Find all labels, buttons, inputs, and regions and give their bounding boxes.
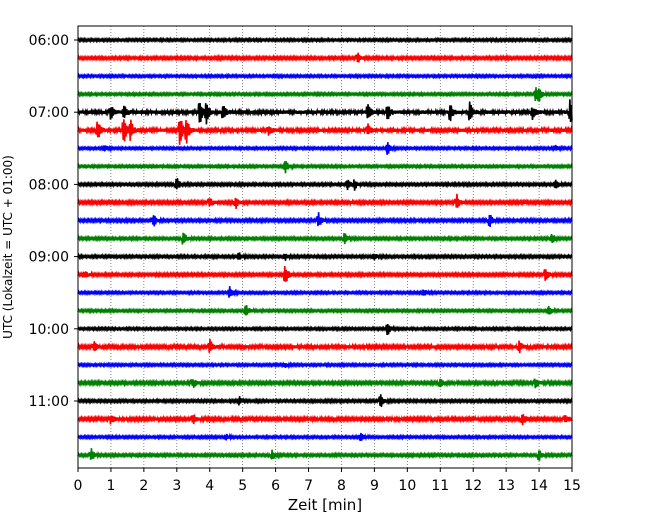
- trace-series: [77, 36, 573, 461]
- trace-line: [77, 305, 573, 316]
- trace-line: [77, 52, 573, 63]
- x-tick-label: 6: [271, 478, 280, 494]
- x-tick-label: 15: [563, 478, 581, 494]
- x-tick-label: 0: [74, 478, 83, 494]
- trace-line: [77, 99, 573, 125]
- trace-line: [77, 212, 573, 228]
- trace-line: [77, 161, 573, 174]
- trace-line: [77, 378, 573, 389]
- trace-line: [77, 339, 573, 354]
- trace-line: [77, 448, 573, 461]
- x-tick-label: 3: [172, 478, 181, 494]
- trace-line: [77, 432, 573, 442]
- trace-line: [77, 324, 573, 335]
- x-tick-label: 12: [464, 478, 482, 494]
- trace-line: [77, 394, 573, 407]
- trace-line: [77, 87, 573, 102]
- y-tick-label: 08:00: [29, 177, 69, 193]
- x-tick-label: 2: [139, 478, 148, 494]
- trace-line: [77, 36, 573, 44]
- y-tick-label: 07:00: [29, 105, 69, 121]
- x-tick-label: 4: [205, 478, 214, 494]
- axis-ticks: 0 1 2 3 4 5 6 7 8 9 10 11 12 13 14 1506:0007:0008:0009:…: [29, 33, 581, 494]
- x-tick-label: 14: [530, 478, 548, 494]
- x-tick-label: 7: [304, 478, 313, 494]
- y-tick-label: 09:00: [29, 250, 69, 266]
- trace-line: [77, 265, 573, 282]
- trace-line: [77, 286, 573, 298]
- x-tick-label: 11: [431, 478, 449, 494]
- x-tick-label: 8: [337, 478, 346, 494]
- trace-line: [77, 193, 573, 210]
- plot-frame: [77, 25, 573, 469]
- x-axis-label: Zeit [min]: [288, 496, 362, 514]
- x-tick-label: 13: [497, 478, 515, 494]
- y-tick-label: 11:00: [29, 394, 69, 410]
- y-axis-label: UTC (Lokalzeit = UTC + 01:00): [1, 155, 15, 339]
- x-tick-label: 10: [398, 478, 416, 494]
- trace-line: [77, 119, 573, 145]
- x-tick-label: 9: [370, 478, 379, 494]
- trace-line: [77, 414, 573, 426]
- y-tick-label: 06:00: [29, 33, 69, 49]
- trace-line: [77, 178, 573, 191]
- trace-line: [77, 252, 573, 262]
- x-tick-label: 1: [106, 478, 115, 494]
- trace-line: [77, 232, 573, 245]
- x-tick-label: 5: [238, 478, 247, 494]
- trace-line: [77, 361, 573, 370]
- y-tick-label: 10:00: [29, 322, 69, 338]
- trace-line: [77, 72, 573, 80]
- trace-line: [77, 142, 573, 155]
